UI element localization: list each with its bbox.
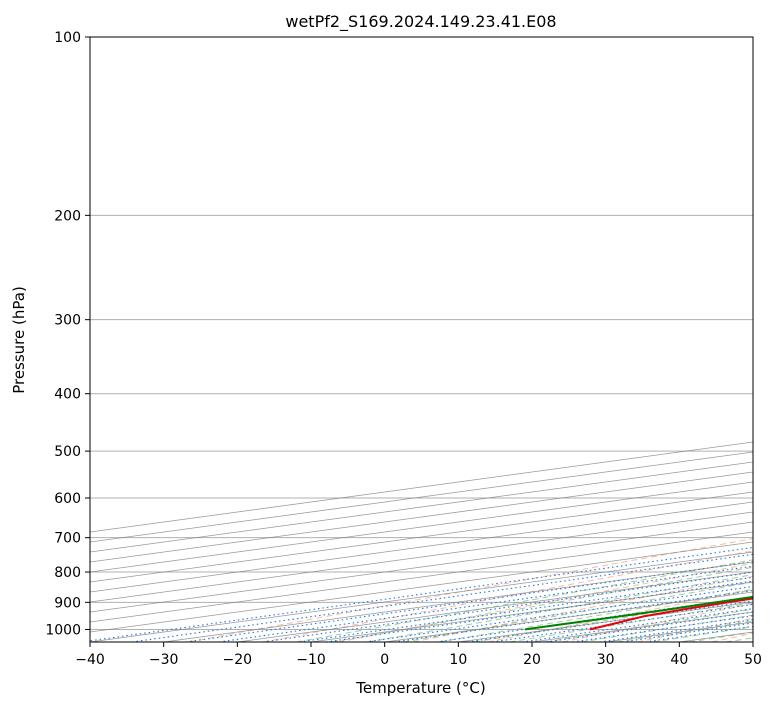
isotherm-line <box>310 581 753 642</box>
moist-adiabat-line <box>296 559 753 642</box>
x-axis-ticks: −40 −30 −20 −10 0 10 20 30 40 50 <box>75 642 762 668</box>
y-tick-label: 400 <box>54 387 81 403</box>
y-tick-label: 300 <box>54 313 81 329</box>
moist-adiabat-line <box>438 588 753 642</box>
x-tick-label: −20 <box>223 652 253 668</box>
isotherms <box>90 441 753 642</box>
moist-adiabat-line <box>725 637 753 642</box>
dry-adiabat-line <box>188 538 753 642</box>
y-tick-label: 600 <box>54 491 81 507</box>
chart-title: wetPf2_S169.2024.149.23.41.E08 <box>285 12 556 32</box>
dry-adiabats <box>188 538 753 642</box>
moist-adiabat-line <box>332 566 753 642</box>
isotherm-line <box>458 601 753 642</box>
moist-adiabat-line <box>689 631 753 642</box>
x-axis-label: Temperature (°C) <box>355 679 485 697</box>
y-axis-label: Pressure (hPa) <box>10 286 28 394</box>
isotherm-line <box>90 541 753 633</box>
isotherm-line <box>90 481 753 573</box>
x-tick-label: −30 <box>149 652 179 668</box>
mixing-ratio-line <box>185 561 753 642</box>
x-tick-label: −40 <box>75 652 105 668</box>
isotherm-line <box>531 611 753 642</box>
mixing-ratio-line <box>299 576 753 642</box>
y-tick-label: 1000 <box>45 622 81 638</box>
y-tick-label: 200 <box>54 208 81 224</box>
isotherm-line <box>384 591 753 642</box>
x-tick-label: 0 <box>380 652 389 668</box>
isotherm-line <box>90 501 753 593</box>
x-tick-label: 50 <box>744 652 762 668</box>
x-tick-label: 30 <box>597 652 615 668</box>
pressure-gridlines <box>90 37 753 630</box>
dry-adiabat-line <box>338 562 753 642</box>
isotherm-line <box>90 531 753 623</box>
dry-adiabat-line <box>263 550 753 642</box>
x-tick-label: 10 <box>449 652 467 668</box>
x-tick-label: 40 <box>670 652 688 668</box>
isotherm-line <box>90 451 753 543</box>
isotherm-line <box>90 511 753 603</box>
y-tick-label: 900 <box>54 595 81 611</box>
dry-adiabat-line <box>562 603 753 642</box>
isotherm-line <box>90 491 753 583</box>
isotherm-line <box>90 471 753 563</box>
dry-adiabat-line <box>711 632 753 642</box>
mixing-ratio-line <box>218 565 753 642</box>
y-tick-label: 100 <box>54 30 81 46</box>
dry-adiabat-line <box>412 575 753 642</box>
dewpoint-profile-line <box>524 595 753 631</box>
mixing-ratio-lines <box>90 546 753 642</box>
sounding-series <box>524 595 753 631</box>
y-tick-label: 500 <box>54 444 81 460</box>
moist-adiabats <box>296 559 753 642</box>
isotherm-line <box>90 461 753 553</box>
y-tick-label: 700 <box>54 531 81 547</box>
x-tick-label: −10 <box>296 652 326 668</box>
isotherm-line <box>752 641 753 642</box>
mixing-ratio-line <box>262 571 753 642</box>
mixing-ratio-line <box>131 553 753 642</box>
isotherm-line <box>679 631 753 642</box>
plot-frame <box>89 36 754 643</box>
isotherm-line <box>90 551 753 642</box>
moist-adiabat-line <box>616 620 753 642</box>
x-tick-label: 20 <box>523 652 541 668</box>
y-tick-label: 800 <box>54 565 81 581</box>
y-axis-ticks: 100 200 300 400 500 600 700 800 900 1000 <box>45 30 90 638</box>
dry-adiabat-line <box>487 589 753 642</box>
plot-area: -100-90-80-70-60-50-40-30-20-10010203040… <box>90 37 753 642</box>
isotherm-line <box>90 521 753 613</box>
dry-adiabat-line <box>636 617 753 642</box>
